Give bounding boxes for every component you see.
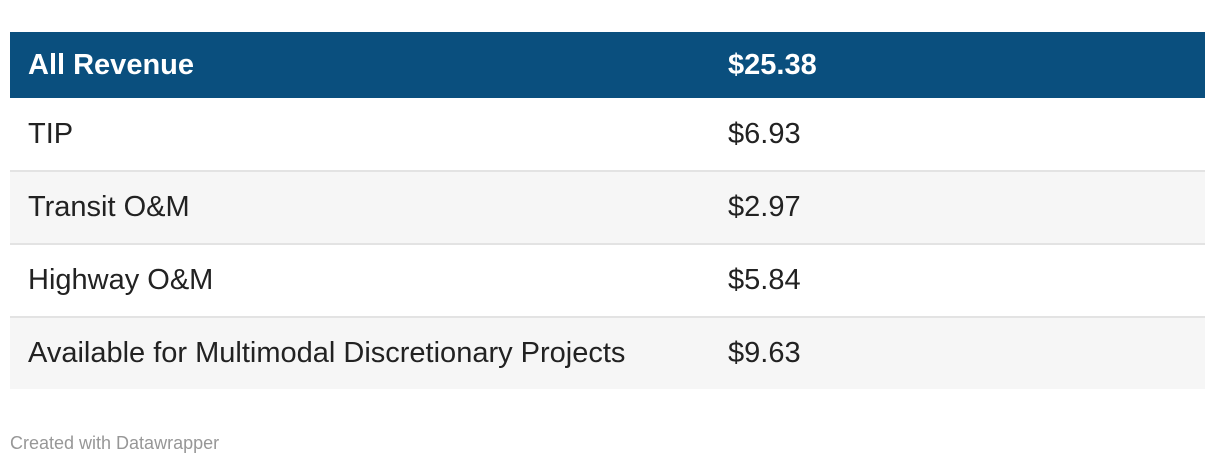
row-label: Highway O&M: [28, 264, 214, 297]
row-value: $2.97: [728, 191, 801, 224]
datawrapper-attribution-link[interactable]: Created with Datawrapper: [10, 433, 220, 453]
table-row-transit-om: Transit O&M $2.97: [10, 170, 1205, 243]
row-label: Transit O&M: [28, 191, 190, 224]
row-value: $5.84: [728, 264, 801, 297]
table-row-tip: TIP $6.93: [10, 98, 1205, 170]
row-label: TIP: [28, 117, 74, 150]
row-label: Available for Multimodal Discretionary P…: [28, 337, 626, 370]
table-row-highway-om: Highway O&M $5.84: [10, 243, 1205, 316]
header-label-all-revenue: All Revenue: [28, 48, 194, 81]
table-row-multimodal-discretionary: Available for Multimodal Discretionary P…: [10, 316, 1205, 389]
revenue-table: All Revenue $25.38 TIP $6.93 Transit O&M…: [10, 32, 1205, 389]
table-header-row: All Revenue $25.38: [10, 32, 1205, 98]
row-value: $9.63: [728, 337, 801, 370]
row-value: $6.93: [728, 117, 801, 150]
header-value-total: $25.38: [728, 48, 817, 81]
